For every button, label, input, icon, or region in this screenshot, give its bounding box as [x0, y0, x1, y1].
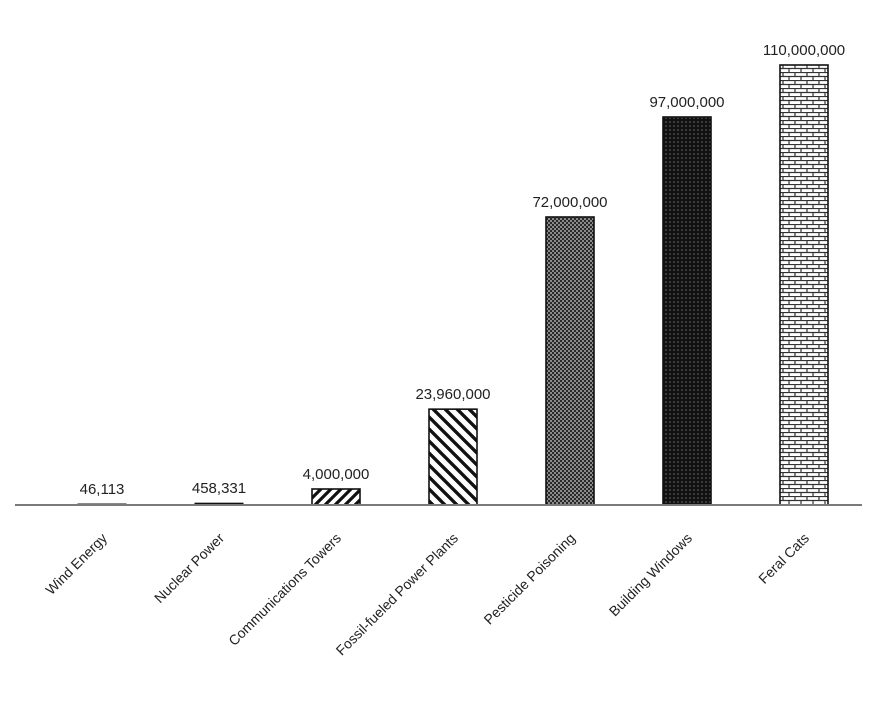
bar-3: [428, 408, 478, 506]
value-label-4: 72,000,000: [532, 194, 607, 211]
bar-6: [779, 64, 829, 506]
category-label-2: Communications Towers: [225, 530, 344, 649]
value-label-0: 46,113: [80, 481, 125, 498]
value-label-2: 4,000,000: [303, 466, 370, 483]
category-label-5: Building Windows: [606, 530, 695, 619]
bar-5: [662, 116, 712, 506]
value-labels-layer: 46,113 458,331 4,000,000 23,960,000 72,000,0…: [80, 42, 846, 498]
category-label-6: Feral Cats: [755, 530, 812, 587]
value-label-1: 458,331: [192, 480, 246, 497]
value-label-3: 23,960,000: [415, 386, 490, 403]
bar-2: [311, 488, 361, 506]
bars-layer: [77, 64, 829, 506]
value-label-5: 97,000,000: [649, 94, 724, 111]
value-label-6: 110,000,000: [763, 42, 845, 59]
category-label-1: Nuclear Power: [151, 530, 227, 606]
bar-4: [545, 216, 595, 506]
category-label-3: Fossil-fueled Power Plants: [333, 530, 462, 659]
category-label-0: Wind Energy: [42, 530, 110, 598]
category-label-4: Pesticide Poisoning: [480, 530, 578, 628]
